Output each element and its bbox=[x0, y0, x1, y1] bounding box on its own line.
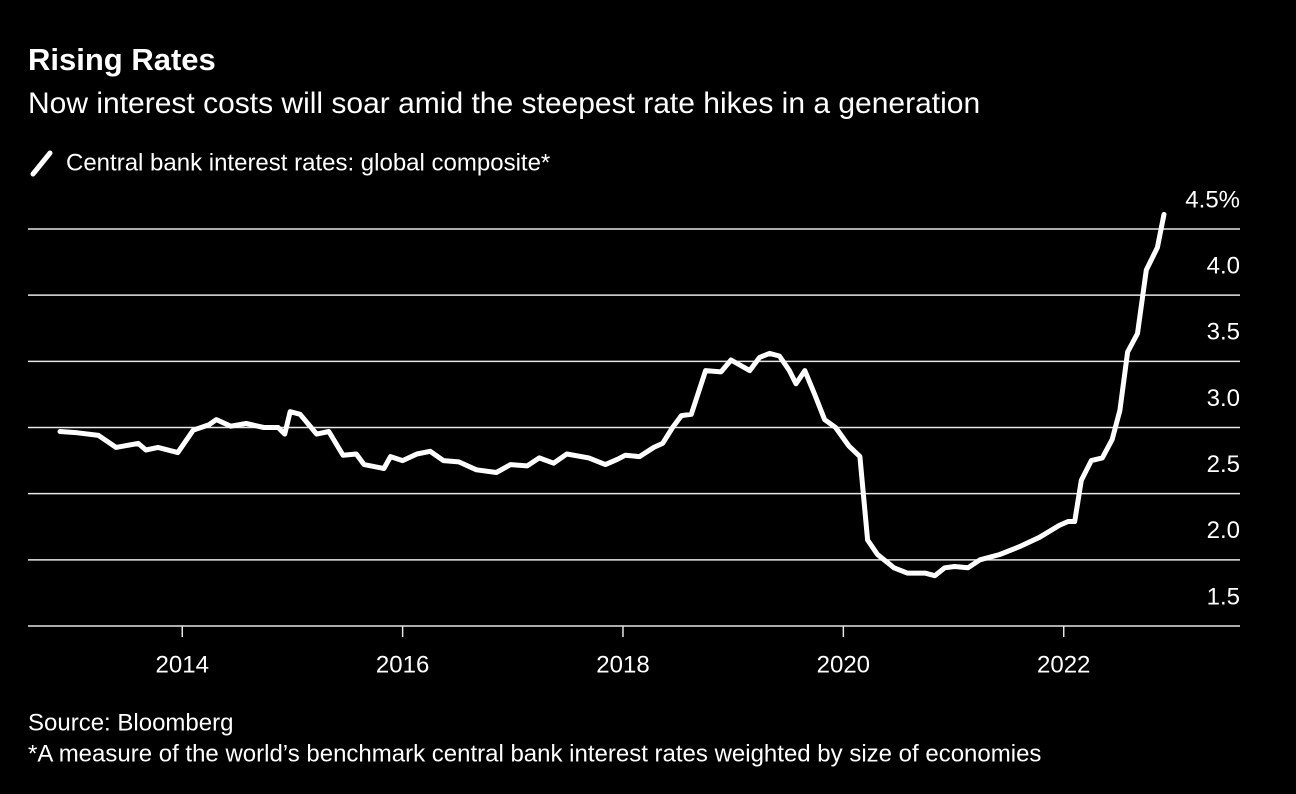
x-tick-label: 2016 bbox=[376, 651, 429, 678]
y-tick-label: 2.5 bbox=[1207, 451, 1240, 478]
y-tick-label: 2.0 bbox=[1207, 517, 1240, 544]
data-line bbox=[57, 211, 1167, 579]
x-tick-label: 2018 bbox=[596, 651, 649, 678]
y-tick-label: 4.5% bbox=[1185, 186, 1240, 213]
x-tick-label: 2022 bbox=[1037, 651, 1090, 678]
y-tick-label: 3.5 bbox=[1207, 319, 1240, 346]
legend-label: Central bank interest rates: global comp… bbox=[66, 149, 550, 176]
chart-subtitle: Now interest costs will soar amid the st… bbox=[28, 87, 980, 120]
source: Source: Bloomberg bbox=[28, 709, 233, 736]
y-tick-label: 4.0 bbox=[1207, 253, 1240, 280]
y-tick-label: 3.0 bbox=[1207, 385, 1240, 412]
legend-swatch bbox=[30, 150, 53, 177]
x-tick-label: 2014 bbox=[156, 651, 209, 678]
x-tick-label: 2020 bbox=[817, 651, 870, 678]
footnote: *A measure of the world’s benchmark cent… bbox=[28, 740, 1041, 767]
chart-title: Rising Rates bbox=[28, 42, 216, 77]
y-tick-label: 1.5 bbox=[1207, 583, 1240, 610]
